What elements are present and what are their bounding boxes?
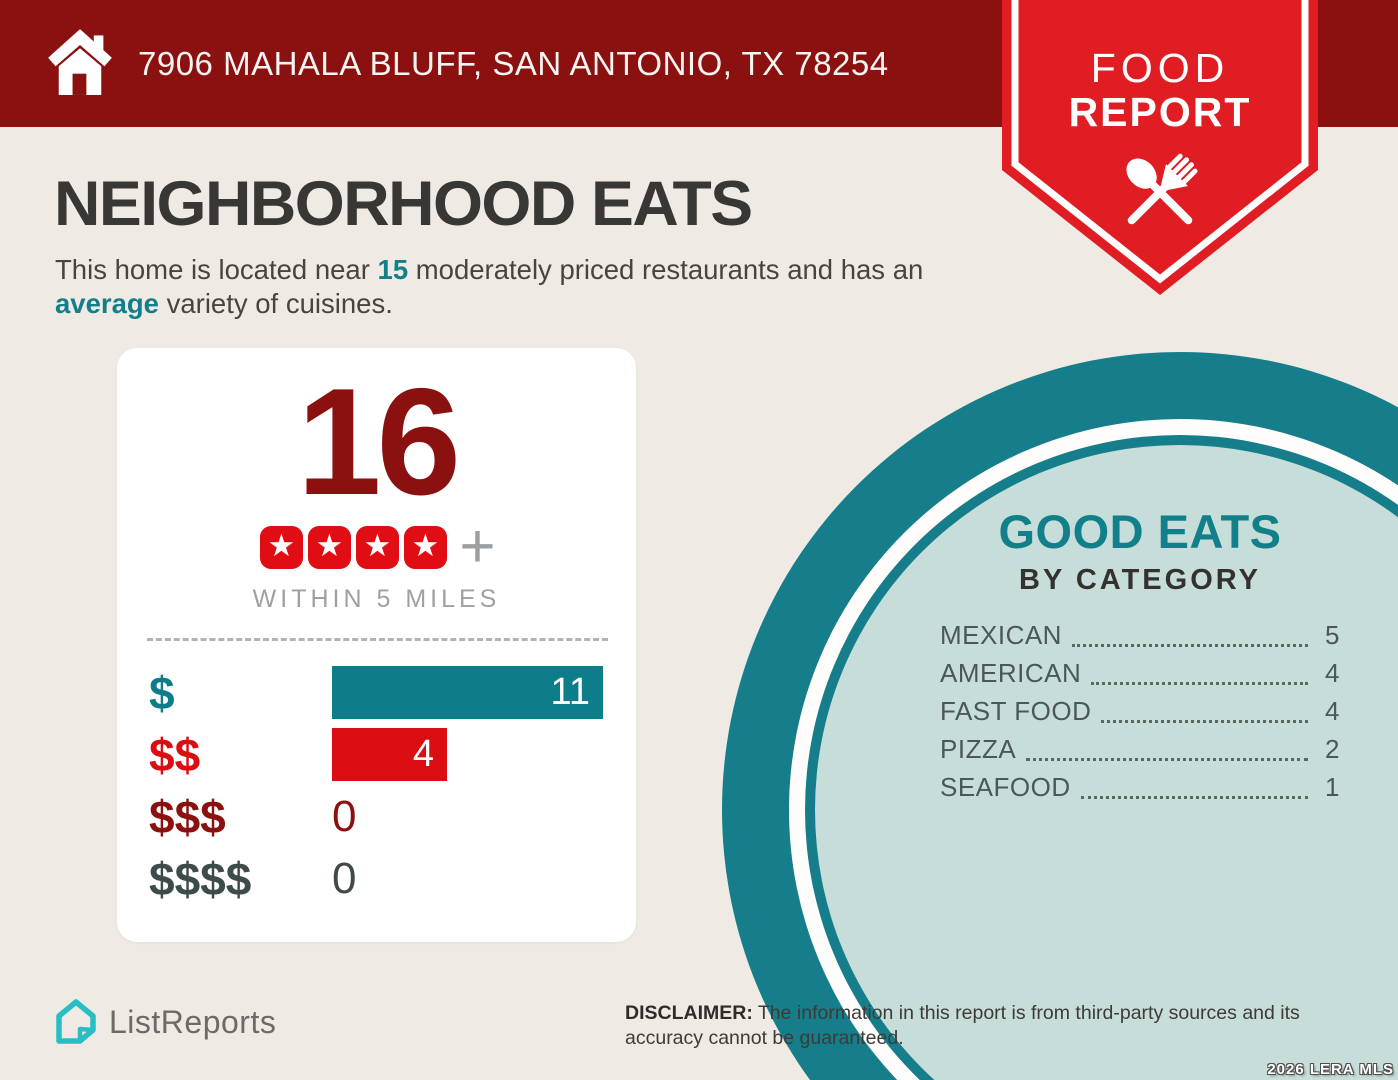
disclaimer-text: The information in this report is from t… [625, 1002, 1300, 1049]
price-tier-bar: 4 [332, 728, 447, 781]
restaurant-total: 16 [296, 357, 461, 527]
restaurant-stats-card: 16 ★ ★ ★ ★ + WITHIN 5 MILES $ 11 $$ 4 $$… [117, 348, 636, 942]
ribbon-title-line1: FOOD [1091, 45, 1229, 91]
price-tier-label: $$ [149, 728, 201, 781]
good-eats-panel: GOOD EATS BY CATEGORY MEXICAN 5 AMERICAN… [940, 504, 1340, 816]
category-row: MEXICAN 5 [940, 620, 1340, 651]
radius-label: WITHIN 5 MILES [252, 585, 501, 613]
crossed-spoon-and-fork-icon [1126, 153, 1198, 225]
category-label: MEXICAN [940, 620, 1062, 650]
property-address: 7906 MAHALA BLUFF, SAN ANTONIO, TX 78254 [138, 44, 889, 82]
page-title: NEIGHBORHOOD EATS [54, 169, 753, 239]
price-tier-row: $$ 4 [149, 728, 608, 781]
price-tier-zero-value: 0 [332, 853, 357, 903]
price-tier-row: $ 11 [149, 666, 608, 719]
star-icon: ★ [259, 525, 303, 569]
star-icon: ★ [307, 525, 351, 569]
category-row: SEAFOOD 1 [940, 772, 1340, 803]
ribbon-title-line2: REPORT [1069, 89, 1252, 135]
price-tier-label: $ [149, 666, 175, 719]
category-label: PIZZA [940, 734, 1017, 764]
good-eats-title: GOOD EATS [998, 505, 1282, 558]
good-eats-subtitle: BY CATEGORY [1019, 564, 1261, 596]
dotted-leader [1026, 758, 1308, 761]
dotted-leader [1080, 796, 1308, 799]
star-rating: ★ ★ ★ ★ + [117, 512, 636, 581]
listreports-logo: ListReports [54, 998, 276, 1046]
star-icon: ★ [403, 525, 447, 569]
category-count: 5 [1325, 620, 1340, 650]
intro-text: This home is located near [55, 254, 378, 285]
price-tier-row: $$$$ 0 [149, 852, 608, 905]
category-label: FAST FOOD [940, 696, 1092, 726]
food-report-ribbon: FOOD REPORT [1002, 0, 1318, 295]
category-label: SEAFOOD [940, 772, 1071, 802]
category-count: 4 [1325, 658, 1340, 688]
category-row: PIZZA 2 [940, 734, 1340, 765]
category-count: 4 [1325, 696, 1340, 726]
restaurant-count: 15 [377, 254, 409, 285]
price-tier-label: $$$$ [149, 852, 252, 905]
category-count: 1 [1325, 772, 1340, 802]
dotted-leader [1071, 644, 1308, 647]
price-tier-label: $$$ [149, 790, 226, 843]
star-icon: ★ [355, 525, 399, 569]
intro-text: variety of cuisines. [158, 288, 393, 319]
price-tier-bar: 11 [332, 666, 603, 719]
plus-icon: + [459, 512, 496, 581]
brand-name: ListReports [109, 1003, 277, 1040]
category-list: MEXICAN 5 AMERICAN 4 FAST FOOD 4 PIZZA 2… [940, 620, 1340, 803]
category-row: AMERICAN 4 [940, 658, 1340, 689]
intro-text: moderately priced restaurants and has an [408, 254, 924, 285]
house-icon [48, 29, 112, 95]
listreports-house-pin-icon [56, 999, 96, 1044]
dotted-leader [1091, 682, 1308, 685]
disclaimer: DISCLAIMER: The information in this repo… [625, 1001, 1365, 1051]
category-label: AMERICAN [940, 658, 1082, 688]
category-count: 2 [1325, 734, 1340, 764]
mls-credit: 2026 LERA MLS [1267, 1061, 1394, 1078]
dotted-leader [1101, 720, 1308, 723]
disclaimer-label: DISCLAIMER: [625, 1002, 753, 1024]
price-tier-zero-value: 0 [332, 791, 357, 841]
variety-word: average [55, 288, 159, 319]
dashed-divider [147, 638, 608, 641]
category-row: FAST FOOD 4 [940, 696, 1340, 727]
intro-sentence: This home is located near 15 moderately … [55, 253, 965, 321]
price-tier-row: $$$ 0 [149, 790, 608, 843]
